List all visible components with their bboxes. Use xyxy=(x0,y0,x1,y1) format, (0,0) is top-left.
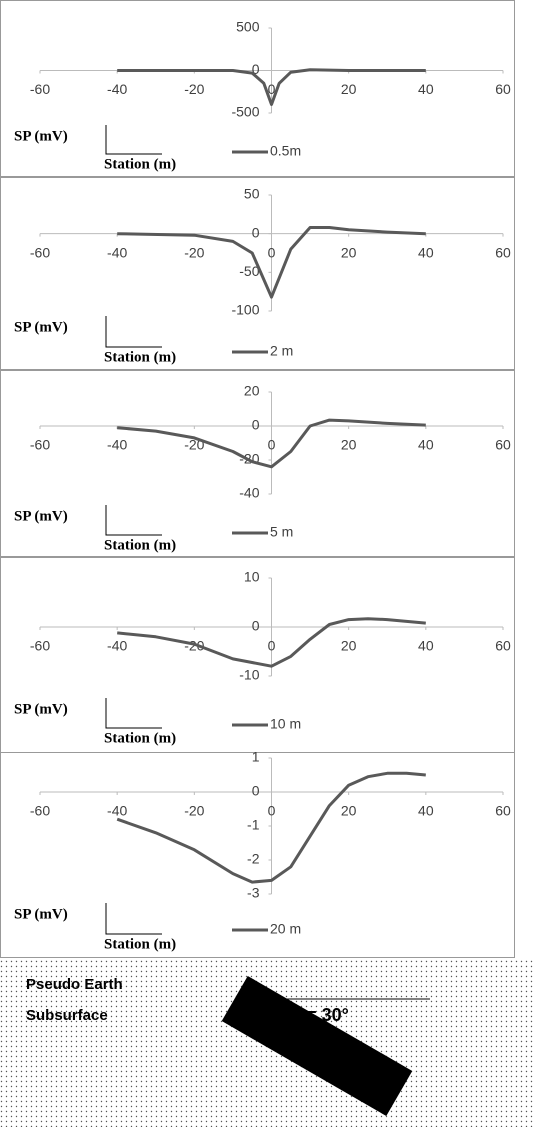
y-tick-label: -40 xyxy=(239,485,259,501)
x-tick-label: -60 xyxy=(30,803,50,819)
x-tick-label: 20 xyxy=(341,638,357,654)
y-tick-label: 0 xyxy=(252,224,260,240)
y-tick-label: 0 xyxy=(252,61,260,77)
x-axis-label: Station (m) xyxy=(104,537,176,553)
y-tick-label: -500 xyxy=(231,104,259,120)
x-tick-label: -60 xyxy=(30,437,50,453)
legend-label: 20 m xyxy=(270,921,301,937)
x-tick-label: 40 xyxy=(418,244,434,260)
y-tick-label: 10 xyxy=(244,569,260,585)
x-tick-label: 40 xyxy=(418,638,434,654)
x-tick-label: -20 xyxy=(184,81,204,97)
diagram-label: Subsurface xyxy=(26,1007,108,1024)
x-tick-label: 0 xyxy=(268,437,276,453)
legend-label: 5 m xyxy=(270,524,293,540)
subsurface-diagram: Pseudo Earth Subsurface α = 30° xyxy=(0,960,533,1127)
angle-label: α = 30° xyxy=(290,1005,349,1025)
data-line xyxy=(117,68,426,106)
y-axis-label: SP (mV) xyxy=(14,319,68,335)
x-tick-label: -40 xyxy=(107,803,127,819)
x-tick-label: 40 xyxy=(418,81,434,97)
x-tick-label: -40 xyxy=(107,437,127,453)
x-tick-label: 60 xyxy=(495,638,511,654)
legend-label: 10 m xyxy=(270,716,301,732)
x-tick-label: 0 xyxy=(268,803,276,819)
x-tick-label: 0 xyxy=(268,81,276,97)
chart-panel: -60 -40 -20 0 20 40 60 -100 -50 0 50 2 m SP (mV) Stat… xyxy=(0,177,515,370)
data-line xyxy=(117,226,426,299)
x-axis-label: Station (m) xyxy=(104,730,176,746)
x-tick-label: -40 xyxy=(107,638,127,654)
axis-bracket xyxy=(105,903,162,935)
y-tick-label: 0 xyxy=(252,618,260,634)
panel-border xyxy=(0,557,515,753)
axis-bracket xyxy=(105,698,162,729)
y-axis-label: SP (mV) xyxy=(14,508,68,524)
axis-bracket xyxy=(105,125,162,155)
x-tick-label: 20 xyxy=(341,437,357,453)
x-tick-label: 0 xyxy=(268,244,276,260)
data-line xyxy=(117,617,426,668)
x-tick-label: 60 xyxy=(495,81,511,97)
x-tick-label: -60 xyxy=(30,81,50,97)
x-axis-label: Station (m) xyxy=(104,349,176,365)
y-tick-label: -1 xyxy=(247,817,260,833)
y-tick-label: -100 xyxy=(231,302,259,318)
y-tick-label: 20 xyxy=(244,383,260,399)
y-tick-label: 50 xyxy=(244,186,260,202)
y-tick-label: 0 xyxy=(252,417,260,433)
diagram-label: Pseudo Earth xyxy=(26,976,123,993)
panel-border xyxy=(0,0,515,177)
x-tick-label: 60 xyxy=(495,803,511,819)
y-tick-label: -3 xyxy=(247,885,260,901)
x-tick-label: 0 xyxy=(268,638,276,654)
x-tick-label: -60 xyxy=(30,244,50,260)
legend-label: 2 m xyxy=(270,343,293,359)
x-tick-label: -40 xyxy=(107,244,127,260)
x-tick-label: -40 xyxy=(107,81,127,97)
y-tick-label: 500 xyxy=(236,19,260,35)
axis-bracket xyxy=(105,505,162,536)
x-axis-label: Station (m) xyxy=(104,936,176,952)
panel-border xyxy=(0,370,515,557)
legend-label: 0.5m xyxy=(270,143,301,159)
x-tick-label: 60 xyxy=(495,244,511,260)
x-tick-label: 20 xyxy=(341,803,357,819)
y-tick-label: -50 xyxy=(239,263,259,279)
axis-bracket xyxy=(105,316,162,348)
panel-border xyxy=(0,177,515,370)
x-tick-label: -60 xyxy=(30,638,50,654)
x-tick-label: 20 xyxy=(341,81,357,97)
x-tick-label: 40 xyxy=(418,437,434,453)
y-tick-label: -10 xyxy=(239,667,259,683)
chart-panel: -60 -40 -20 0 20 40 60 -3 -2 -1 0 1 20 m SP (mV) Stati… xyxy=(0,749,515,958)
x-tick-label: 20 xyxy=(341,244,357,260)
y-axis-label: SP (mV) xyxy=(14,906,68,922)
x-tick-label: 60 xyxy=(495,437,511,453)
x-axis-label: Station (m) xyxy=(104,156,176,172)
y-tick-label: -2 xyxy=(247,851,260,867)
data-line xyxy=(116,771,426,884)
x-tick-label: -20 xyxy=(184,244,204,260)
y-axis-label: SP (mV) xyxy=(14,128,68,144)
data-line xyxy=(117,418,426,469)
x-tick-label: 40 xyxy=(418,803,434,819)
y-tick-label: 1 xyxy=(252,749,260,765)
y-tick-label: 0 xyxy=(252,783,260,799)
x-tick-label: -20 xyxy=(184,803,204,819)
y-axis-label: SP (mV) xyxy=(14,701,68,717)
panel-border xyxy=(0,752,515,958)
chart-panel: -60 -40 -20 0 20 40 60 -500 0 500 0.5m SP (mV) Stati… xyxy=(0,0,515,177)
dipping-body xyxy=(221,975,413,1117)
